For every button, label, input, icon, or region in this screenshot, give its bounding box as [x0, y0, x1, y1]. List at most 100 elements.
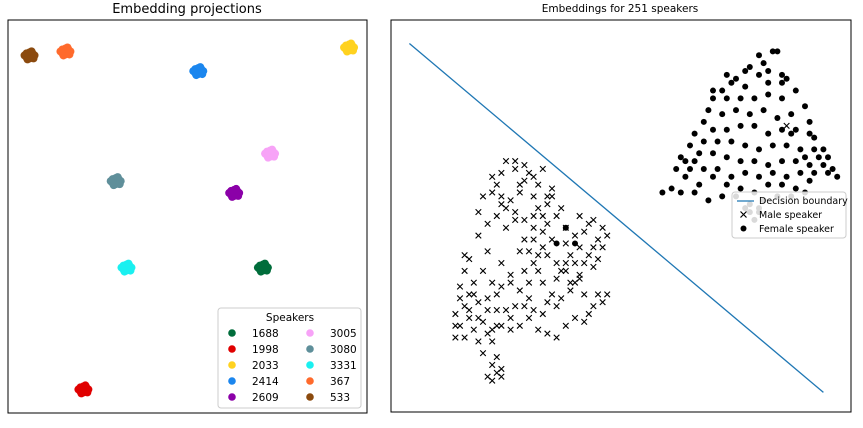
male-speaker-point-37 — [558, 267, 565, 275]
gender-legend-frame — [731, 191, 847, 239]
male-speaker-point-142 — [456, 295, 464, 302]
male-speaker-point-64 — [599, 244, 606, 251]
male-speaker-point-130 — [594, 291, 602, 298]
male-speaker-point-88 — [493, 212, 500, 220]
female-speaker-point-84 — [792, 185, 799, 192]
male-speaker-point-62 — [590, 244, 597, 251]
legend-label-533: 533 — [330, 392, 350, 404]
male-speaker-point-71 — [590, 263, 597, 271]
male-speaker-point-105 — [512, 157, 519, 165]
male-speaker-point-68 — [590, 216, 597, 224]
female-speaker-point-3 — [760, 60, 767, 67]
female-speaker-point-7 — [765, 79, 772, 86]
legend-swatch-367 — [306, 377, 314, 385]
male-speaker-point-137 — [479, 350, 487, 357]
male-speaker-point-148 — [783, 122, 790, 130]
male-speaker-point-89 — [498, 201, 505, 208]
female-speaker-point-13 — [710, 95, 716, 102]
female-speaker-point-112 — [765, 67, 772, 74]
female-speaker-point-22 — [760, 107, 767, 114]
female-speaker-point-44 — [811, 146, 818, 153]
male-speaker-point-102 — [498, 169, 505, 177]
male-speaker-point-14 — [466, 255, 473, 263]
male-speaker-point-76 — [553, 259, 560, 267]
male-speaker-point-24 — [498, 322, 505, 329]
male-speaker-markers — [452, 122, 790, 384]
male-speaker-point-8 — [516, 287, 523, 294]
legend-swatch-1688 — [228, 329, 236, 337]
speakers-legend-title: Speakers — [266, 312, 314, 324]
male-speaker-point-145 — [461, 334, 468, 341]
female-speaker-point-0 — [769, 48, 776, 55]
legend-swatch-1998 — [228, 345, 236, 353]
male-speaker-point-91 — [516, 189, 523, 196]
female-speaker-point-55 — [751, 158, 758, 165]
male-speaker-point-42 — [544, 220, 551, 228]
male-speaker-point-59 — [567, 252, 574, 259]
female-speaker-point-32 — [751, 122, 758, 129]
female-speaker-point-18 — [779, 95, 785, 102]
male-speaker-point-4 — [521, 236, 528, 243]
female-speaker-point-114 — [562, 224, 569, 231]
female-speaker-point-77 — [696, 181, 703, 188]
cluster-point-2609-10 — [232, 184, 241, 193]
female-speaker-point-62 — [834, 173, 841, 180]
female-speaker-point-94 — [691, 189, 698, 196]
female-speaker-point-76 — [682, 173, 689, 180]
female-speaker-point-72 — [700, 165, 707, 172]
female-speaker-point-21 — [746, 111, 753, 118]
male-speaker-point-55 — [558, 295, 565, 302]
male-speaker-point-9 — [525, 295, 533, 302]
male-speaker-point-52 — [539, 310, 546, 318]
male-speaker-point-12 — [489, 279, 496, 286]
male-speaker-point-81 — [512, 208, 519, 216]
male-speaker-point-97 — [530, 193, 537, 200]
male-speaker-point-117 — [493, 322, 500, 329]
legend-decision-boundary-label: Decision boundary — [759, 196, 848, 207]
female-speaker-point-33 — [765, 130, 772, 137]
male-speaker-point-20 — [493, 306, 500, 314]
female-speaker-point-14 — [723, 95, 730, 102]
male-speaker-point-54 — [553, 302, 560, 310]
female-speaker-point-12 — [719, 87, 726, 94]
female-speaker-point-5 — [783, 75, 790, 82]
male-speaker-point-73 — [576, 275, 583, 282]
female-speaker-point-57 — [779, 158, 785, 165]
female-speaker-point-71 — [714, 165, 721, 172]
female-speaker-point-92 — [719, 193, 726, 200]
female-speaker-point-80 — [737, 185, 744, 192]
cluster-point-2414-9 — [192, 71, 201, 80]
male-speaker-point-106 — [521, 161, 528, 169]
male-speaker-point-72 — [594, 255, 602, 263]
male-speaker-point-86 — [475, 208, 482, 216]
female-speaker-point-20 — [733, 107, 739, 114]
cluster-point-3005-10 — [268, 145, 277, 154]
cluster-point-2033-11 — [349, 46, 358, 55]
legend-label-1998: 1998 — [252, 344, 279, 356]
female-speaker-point-40 — [756, 146, 762, 153]
male-speaker-point-120 — [525, 314, 533, 322]
cluster-point-1688-10 — [260, 259, 269, 268]
male-speaker-point-75 — [562, 267, 569, 275]
female-speaker-point-10 — [733, 75, 739, 82]
male-speaker-point-40 — [530, 236, 537, 243]
male-speaker-point-74 — [567, 279, 574, 286]
speakers-legend-frame — [217, 307, 362, 409]
male-speaker-point-121 — [535, 326, 542, 333]
female-speaker-point-69 — [742, 169, 749, 176]
male-speaker-point-83 — [498, 193, 505, 200]
female-speaker-point-50 — [687, 142, 693, 149]
male-speaker-point-22 — [512, 302, 519, 310]
male-speaker-point-113 — [489, 338, 496, 345]
female-speaker-point-58 — [792, 158, 799, 165]
female-speaker-point-97 — [659, 189, 666, 196]
speakers-legend-entries: 1688 1998 2033 2414 2609 3005 3080 3331 367 533 — [228, 328, 357, 404]
female-speaker-point-47 — [815, 154, 822, 161]
male-speaker-point-99 — [516, 181, 523, 188]
male-speaker-point-98 — [535, 204, 542, 212]
male-speaker-point-23 — [507, 314, 514, 322]
cluster-point-3331-9 — [120, 267, 129, 276]
cluster-point-3080-11 — [115, 180, 124, 189]
female-speaker-point-75 — [677, 154, 684, 161]
female-speaker-point-79 — [723, 181, 730, 188]
